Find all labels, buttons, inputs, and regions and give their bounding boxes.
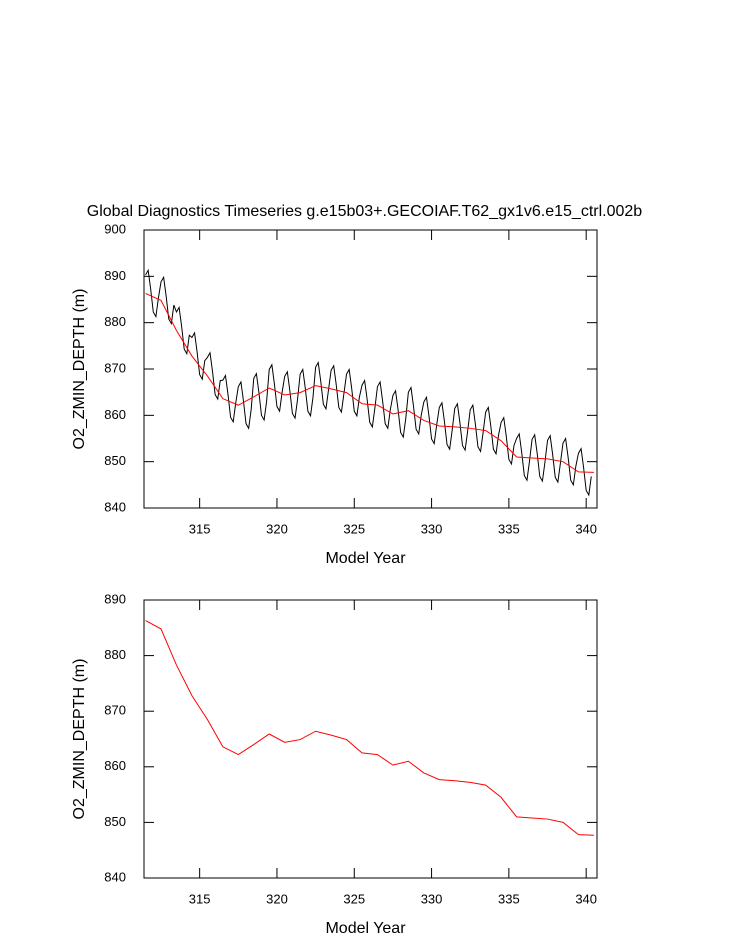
- y-axis-label: O2_ZMIN_DEPTH (m): [71, 289, 88, 450]
- x-tick-label: 320: [266, 521, 288, 536]
- y-axis-label: O2_ZMIN_DEPTH (m): [71, 659, 88, 820]
- x-axis-label: Model Year: [325, 920, 406, 937]
- y-tick-label: 880: [104, 314, 126, 329]
- plot-frame: [143, 229, 598, 509]
- y-tick-label: 880: [104, 647, 126, 662]
- y-tick-label: 870: [104, 703, 126, 718]
- x-tick-label: 340: [575, 891, 597, 906]
- y-tick-label: 870: [104, 360, 126, 375]
- x-tick-label: 315: [189, 521, 211, 536]
- x-axis-label: Model Year: [325, 550, 406, 567]
- x-tick-label: 330: [421, 521, 443, 536]
- x-tick-label: 330: [421, 891, 443, 906]
- y-tick-label: 860: [104, 758, 126, 773]
- x-tick-label: 325: [343, 891, 365, 906]
- x-tick-label: 320: [266, 891, 288, 906]
- y-tick-label: 840: [104, 499, 126, 514]
- plot-frame: [143, 599, 598, 879]
- y-tick-label: 860: [104, 407, 126, 422]
- x-tick-label: 325: [343, 521, 365, 536]
- y-tick-label: 890: [104, 268, 126, 283]
- y-tick-label: 900: [104, 221, 126, 236]
- x-tick-label: 335: [498, 521, 520, 536]
- data-line: [145, 293, 594, 473]
- y-tick-label: 840: [104, 869, 126, 884]
- chart-title: Global Diagnostics Timeseries g.e15b03+.…: [87, 203, 643, 220]
- data-line: [145, 268, 592, 497]
- x-tick-label: 335: [498, 891, 520, 906]
- y-tick-label: 850: [104, 453, 126, 468]
- data-line: [145, 620, 594, 836]
- x-tick-label: 340: [575, 521, 597, 536]
- y-tick-label: 890: [104, 591, 126, 606]
- y-tick-label: 850: [104, 814, 126, 829]
- x-tick-label: 315: [189, 891, 211, 906]
